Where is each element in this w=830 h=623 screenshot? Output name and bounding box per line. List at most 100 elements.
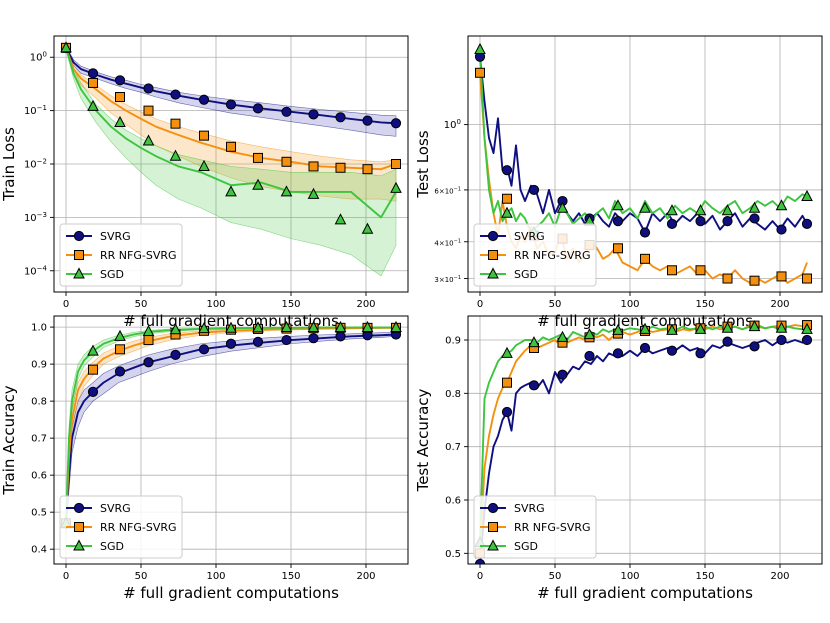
train-accuracy-chart: 0 50 100 150 200 0.4 0.5 0.6 0.7 0.8 0.9 1.0 # full … bbox=[0, 315, 409, 602]
data-point bbox=[501, 206, 513, 218]
data-point bbox=[307, 187, 320, 199]
data-point bbox=[528, 380, 540, 391]
legend-marker bbox=[73, 502, 85, 514]
data-point bbox=[252, 336, 264, 348]
data-point bbox=[335, 331, 346, 342]
data-point bbox=[722, 273, 733, 284]
legend-marker bbox=[487, 267, 499, 279]
data-point bbox=[225, 99, 237, 110]
data-point bbox=[143, 105, 154, 116]
legend-label: SVRG bbox=[100, 502, 131, 515]
data-point bbox=[475, 67, 485, 78]
data-point bbox=[776, 224, 787, 235]
data-point bbox=[639, 201, 651, 213]
data-point bbox=[722, 336, 733, 347]
data-point bbox=[802, 273, 812, 284]
x-tick-label: 50 bbox=[135, 571, 148, 582]
data-point bbox=[169, 323, 182, 335]
data-point bbox=[801, 334, 813, 346]
data-point bbox=[721, 204, 734, 216]
data-point bbox=[502, 193, 512, 204]
data-point bbox=[170, 89, 181, 100]
legend-label: SGD bbox=[514, 540, 538, 553]
y-tick-label: 0.8 bbox=[31, 397, 47, 408]
x-tick-label: 0 bbox=[477, 571, 483, 582]
x-tick-label: 150 bbox=[281, 571, 300, 582]
legend: SVRG RR NFG-SVRG SGD bbox=[59, 495, 183, 559]
data-point bbox=[88, 77, 98, 88]
series-line bbox=[65, 47, 397, 219]
y-tick-label: 0.6 bbox=[445, 496, 461, 507]
test-loss-plot-area bbox=[474, 42, 813, 286]
x-tick-label: 200 bbox=[770, 571, 789, 582]
data-point bbox=[252, 321, 264, 333]
data-point bbox=[557, 369, 568, 380]
x-axis-label: # full gradient computations bbox=[123, 584, 339, 602]
legend-marker bbox=[73, 230, 85, 242]
y-tick-label: 6×10−1 bbox=[434, 186, 461, 195]
confidence-band bbox=[65, 46, 397, 277]
data-point bbox=[801, 322, 813, 334]
data-point bbox=[225, 185, 237, 197]
legend-label: SVRG bbox=[514, 230, 545, 243]
data-point bbox=[640, 253, 650, 264]
data-point bbox=[612, 199, 624, 211]
y-tick-label: 10−3 bbox=[24, 211, 47, 224]
legend-label: SVRG bbox=[100, 230, 131, 243]
x-tick-label: 200 bbox=[770, 299, 789, 310]
y-tick-label: 0.7 bbox=[445, 442, 461, 453]
y-axis-label: Test Loss bbox=[414, 130, 432, 198]
legend: SVRG RR NFG-SVRG SGD bbox=[59, 223, 183, 287]
legend-label: RR NFG-SVRG bbox=[100, 249, 177, 262]
data-point bbox=[335, 112, 346, 123]
data-point bbox=[280, 320, 293, 332]
y-tick-label: 10−4 bbox=[24, 264, 48, 277]
data-point bbox=[225, 338, 237, 349]
legend-marker bbox=[74, 250, 84, 260]
legend: SVRG RR NFG-SVRG SGD bbox=[473, 223, 597, 287]
data-point bbox=[88, 364, 98, 375]
y-tick-label: 0.7 bbox=[31, 434, 47, 445]
test-accuracy-chart: 0 50 100 150 200 0.5 0.6 0.7 0.8 0.9 # full gradie… bbox=[414, 315, 823, 602]
data-point bbox=[639, 227, 651, 238]
data-point bbox=[612, 216, 624, 227]
x-tick-label: 100 bbox=[620, 299, 639, 310]
x-tick-label: 0 bbox=[63, 299, 69, 310]
data-point bbox=[502, 377, 512, 388]
data-point bbox=[390, 118, 402, 129]
axes-frame bbox=[53, 315, 409, 565]
data-point bbox=[666, 323, 678, 335]
data-point bbox=[143, 83, 154, 94]
data-point bbox=[170, 118, 181, 129]
data-point bbox=[60, 41, 72, 53]
data-point bbox=[583, 328, 596, 340]
y-axis-label: Train Accuracy bbox=[0, 385, 18, 495]
train-accuracy-plot-area bbox=[60, 320, 402, 535]
data-point bbox=[170, 349, 181, 360]
legend-box bbox=[473, 495, 597, 559]
data-point bbox=[143, 357, 154, 368]
data-point bbox=[142, 134, 155, 146]
data-point bbox=[362, 115, 373, 126]
data-point bbox=[695, 216, 706, 227]
data-point bbox=[639, 322, 651, 334]
data-point bbox=[666, 204, 678, 216]
data-point bbox=[361, 320, 374, 332]
legend-marker bbox=[73, 539, 85, 551]
data-point bbox=[749, 213, 760, 224]
data-point bbox=[252, 103, 264, 114]
train-loss-plot-area bbox=[60, 41, 402, 277]
y-tick-label: 100 bbox=[444, 118, 461, 131]
data-point bbox=[666, 345, 678, 356]
y-tick-label: 1.0 bbox=[31, 323, 47, 334]
legend-box bbox=[59, 495, 183, 559]
axes-frame bbox=[467, 315, 823, 565]
x-tick-label: 100 bbox=[206, 299, 225, 310]
y-tick-label: 10−2 bbox=[24, 158, 47, 171]
data-point bbox=[391, 159, 401, 169]
data-point bbox=[253, 152, 263, 163]
x-tick-label: 50 bbox=[135, 299, 148, 310]
data-point bbox=[307, 320, 320, 332]
y-tick-label: 100 bbox=[30, 51, 47, 64]
